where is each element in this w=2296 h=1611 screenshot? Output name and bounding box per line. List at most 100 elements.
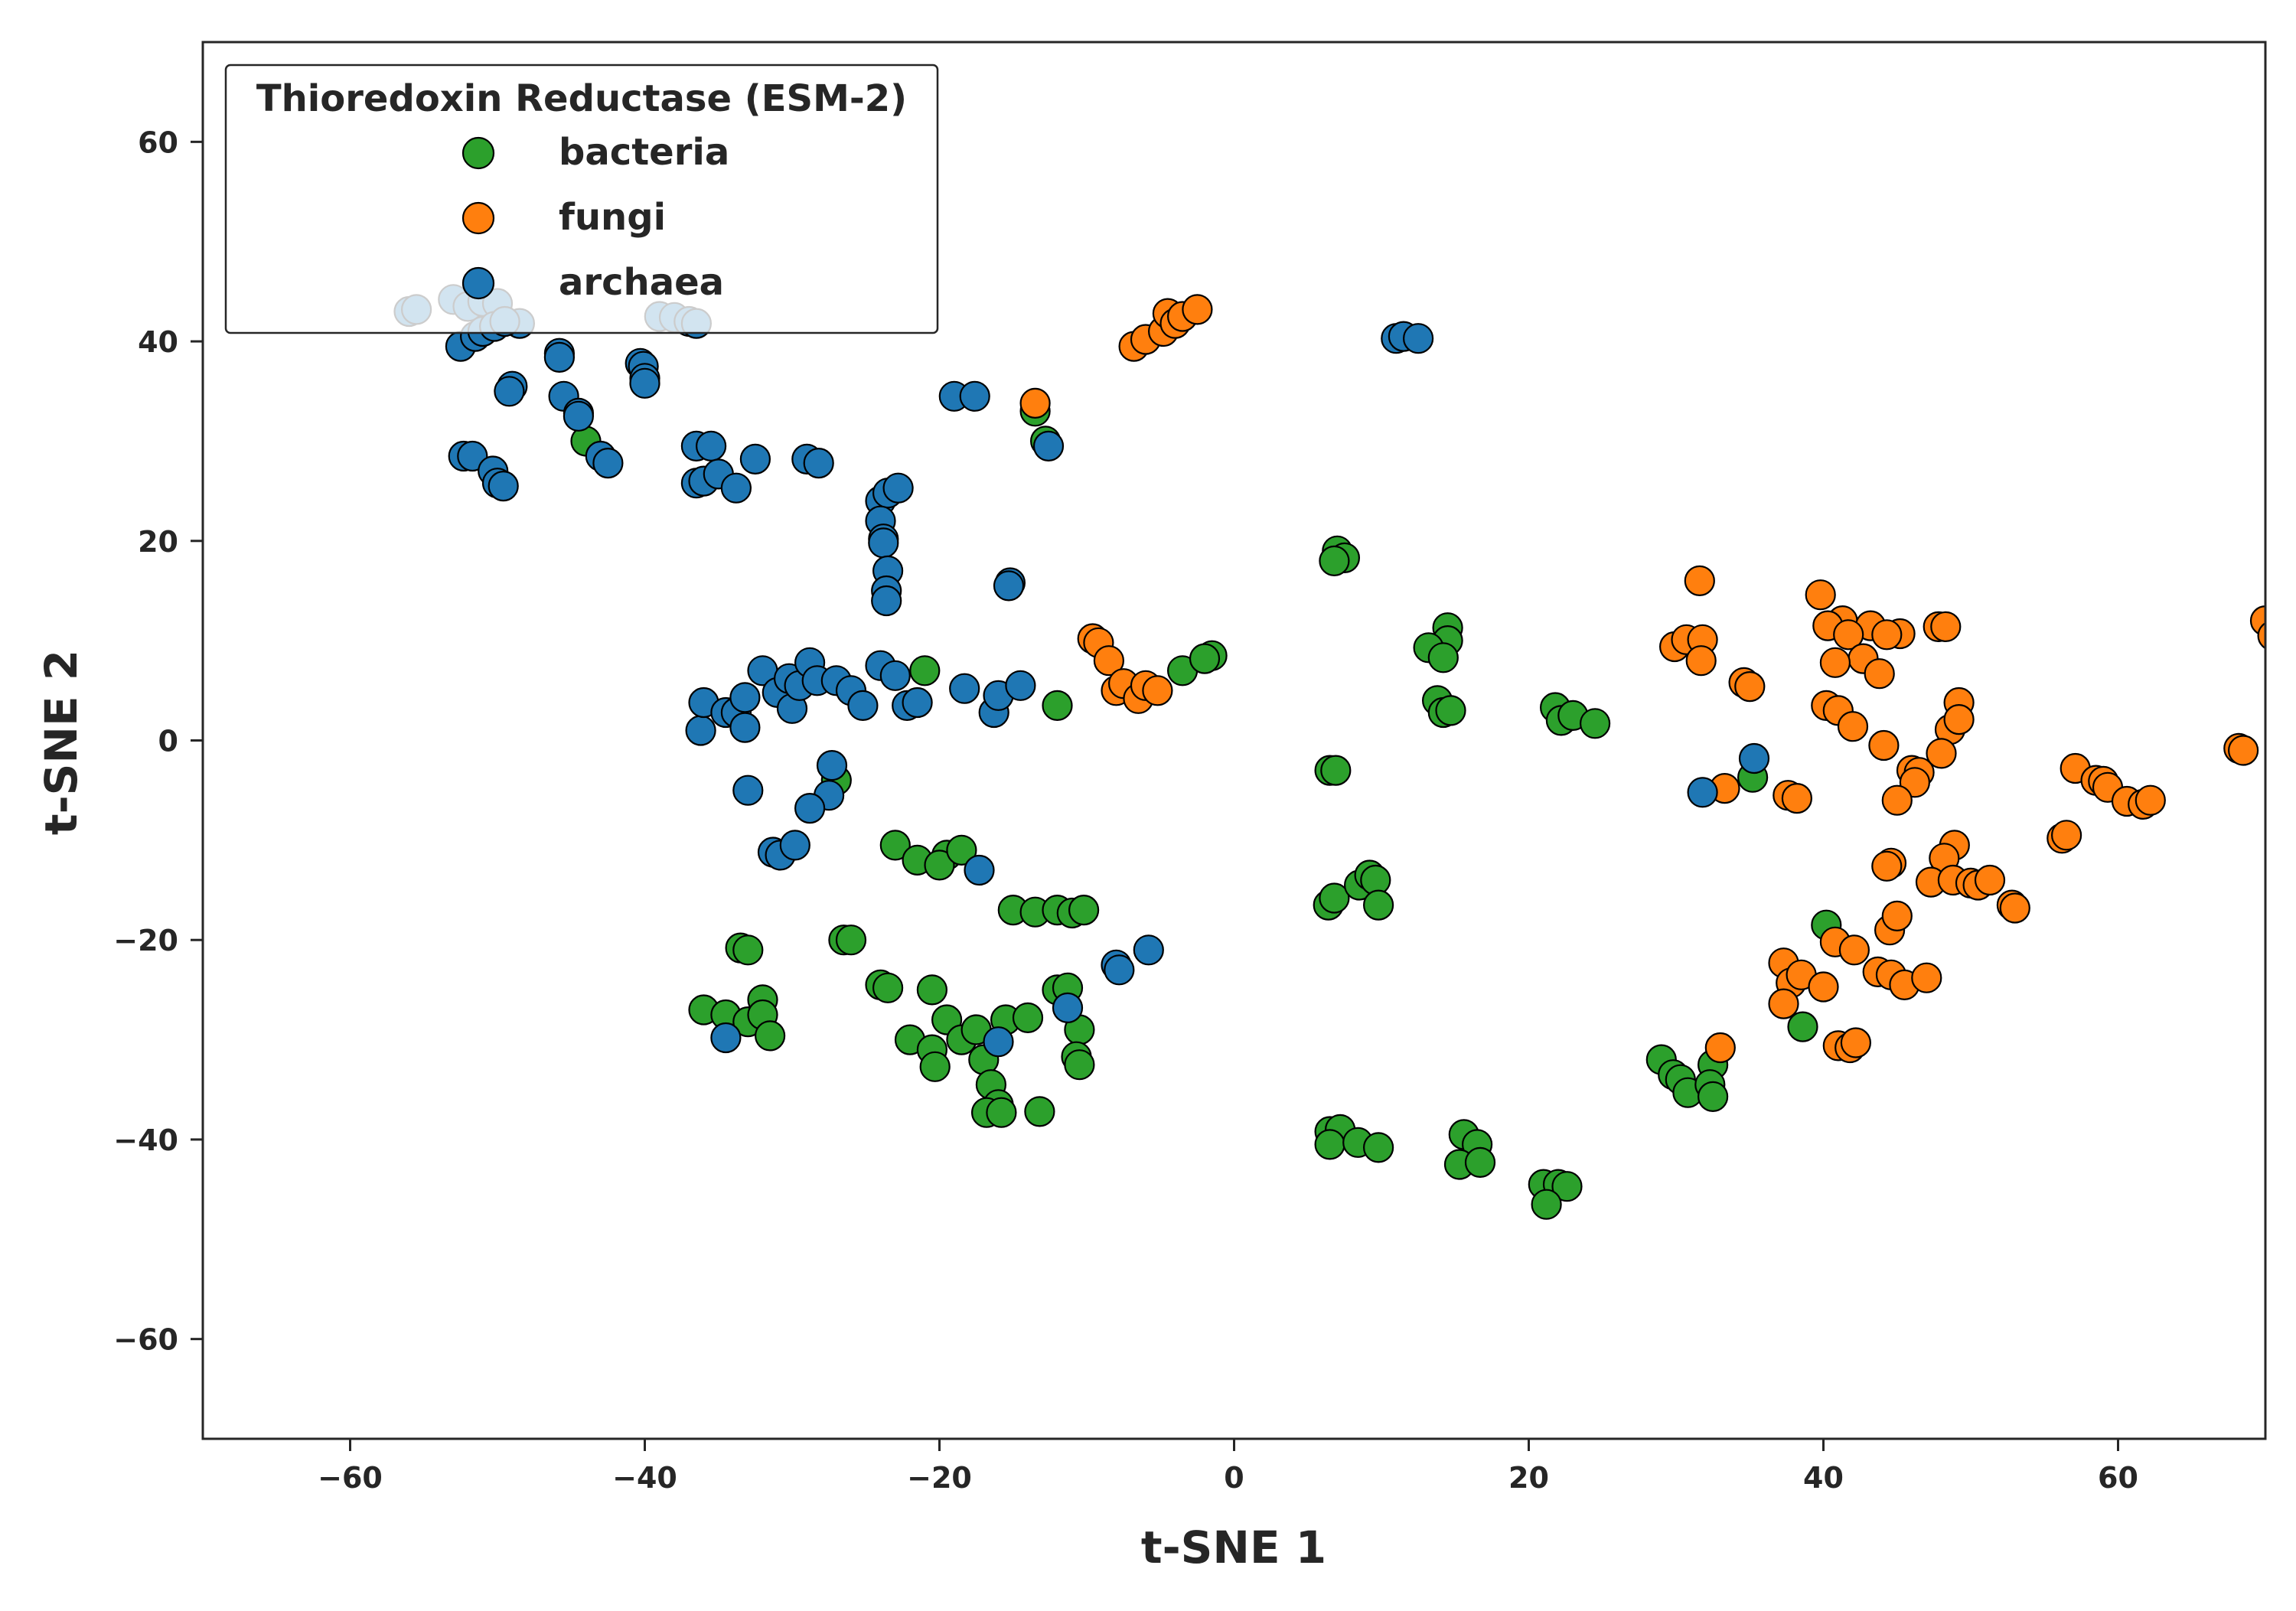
legend-marker-archaea [461,266,495,300]
point-fungi [1881,900,1913,932]
point-archaea [629,367,660,399]
point-bacteria [916,974,948,1006]
point-archaea [902,686,933,719]
point-archaea [488,470,519,502]
y-tick-label: −60 [113,1323,178,1357]
point-fungi [1685,645,1717,677]
point-archaea [710,1022,742,1054]
point-bacteria [1531,1189,1562,1220]
point-archaea [794,792,826,824]
legend-marker-fungi [461,201,495,235]
y-axis-label: t-SNE 2 [35,650,87,835]
y-tick-label: 0 [158,725,178,758]
point-fungi [1768,988,1799,1019]
point-fungi [1734,670,1766,703]
x-tick-label: −20 [907,1461,972,1495]
point-archaea [1032,430,1065,462]
point-fungi [2051,820,2082,851]
point-fungi [1864,658,1895,690]
point-bacteria [732,934,764,966]
legend-title: Thioredoxin Reductase (ESM-2) [256,77,907,120]
point-fungi [1182,294,1213,325]
point-archaea [983,1026,1014,1058]
y-tick-label: −40 [113,1123,178,1157]
point-archaea [543,341,576,373]
point-fungi [1838,934,1870,966]
legend-label-bacteria: bacteria [559,131,729,174]
legend-box [224,64,939,334]
point-archaea [729,682,761,713]
point-archaea [695,430,727,462]
point-bacteria [909,655,941,686]
point-fungi [1930,611,1962,643]
point-bacteria [1464,1146,1496,1179]
point-fungi [1819,647,1851,678]
point-fungi [1943,703,1975,735]
point-bacteria [1787,1011,1818,1042]
point-fungi [1684,565,1715,597]
point-bacteria [1551,1171,1583,1202]
x-tick-label: −60 [318,1461,383,1495]
x-tick-label: −40 [612,1461,677,1495]
point-bacteria [1012,1002,1044,1034]
point-archaea [964,854,995,886]
point-fungi [1805,579,1836,611]
point-fungi [1704,1032,1736,1064]
point-bacteria [1580,708,1611,739]
point-fungi [1999,892,2030,924]
point-bacteria [924,850,955,881]
point-bacteria [1189,643,1221,674]
legend: Thioredoxin Reductase (ESM-2) bacteria fu… [224,64,939,334]
point-archaea [803,447,834,479]
point-fungi [1833,619,1864,651]
point-bacteria [1320,755,1352,786]
point-fungi [1871,850,1903,882]
point-fungi [1093,645,1125,677]
x-axis-label: t-SNE 1 [1141,1521,1326,1573]
point-fungi [1926,738,1957,769]
point-fungi [1781,782,1812,814]
point-bacteria [1024,1096,1055,1127]
point-bacteria [835,925,867,956]
point-bacteria [1068,894,1100,926]
point-archaea [871,585,902,617]
point-archaea [494,376,525,407]
point-bacteria [872,972,904,1003]
point-archaea [882,472,914,504]
legend-label-archaea: archaea [559,261,724,304]
x-tick-label: 40 [1803,1461,1844,1495]
point-archaea [779,830,810,861]
point-bacteria [1042,690,1073,722]
point-fungi [1142,675,1173,706]
point-fungi [2257,621,2265,650]
legend-label-fungi: fungi [559,196,666,239]
point-archaea [1687,777,1718,808]
point-fungi [1019,387,1051,419]
x-tick-label: 0 [1224,1461,1244,1495]
point-fungi [1871,619,1903,651]
point-archaea [739,443,771,475]
point-fungi [1974,864,2006,896]
y-tick-label: −20 [113,924,178,957]
point-fungi [1840,1027,1871,1058]
point-fungi [2228,735,2259,766]
point-archaea [949,673,980,704]
point-archaea [868,527,899,559]
x-tick-label: 60 [2098,1461,2138,1495]
point-archaea [720,472,752,504]
point-archaea [729,712,761,743]
point-bacteria [1435,695,1466,726]
point-fungi [2135,784,2166,816]
points-layer [393,284,2265,1220]
point-bacteria [1319,545,1350,577]
point-archaea [1738,742,1770,775]
point-bacteria [754,1020,786,1052]
legend-marker-bacteria [461,136,495,170]
point-bacteria [1362,1132,1394,1163]
point-bacteria [919,1051,951,1082]
point-archaea [1005,670,1036,701]
point-fungi [1881,784,1913,816]
point-archaea [1402,323,1434,354]
